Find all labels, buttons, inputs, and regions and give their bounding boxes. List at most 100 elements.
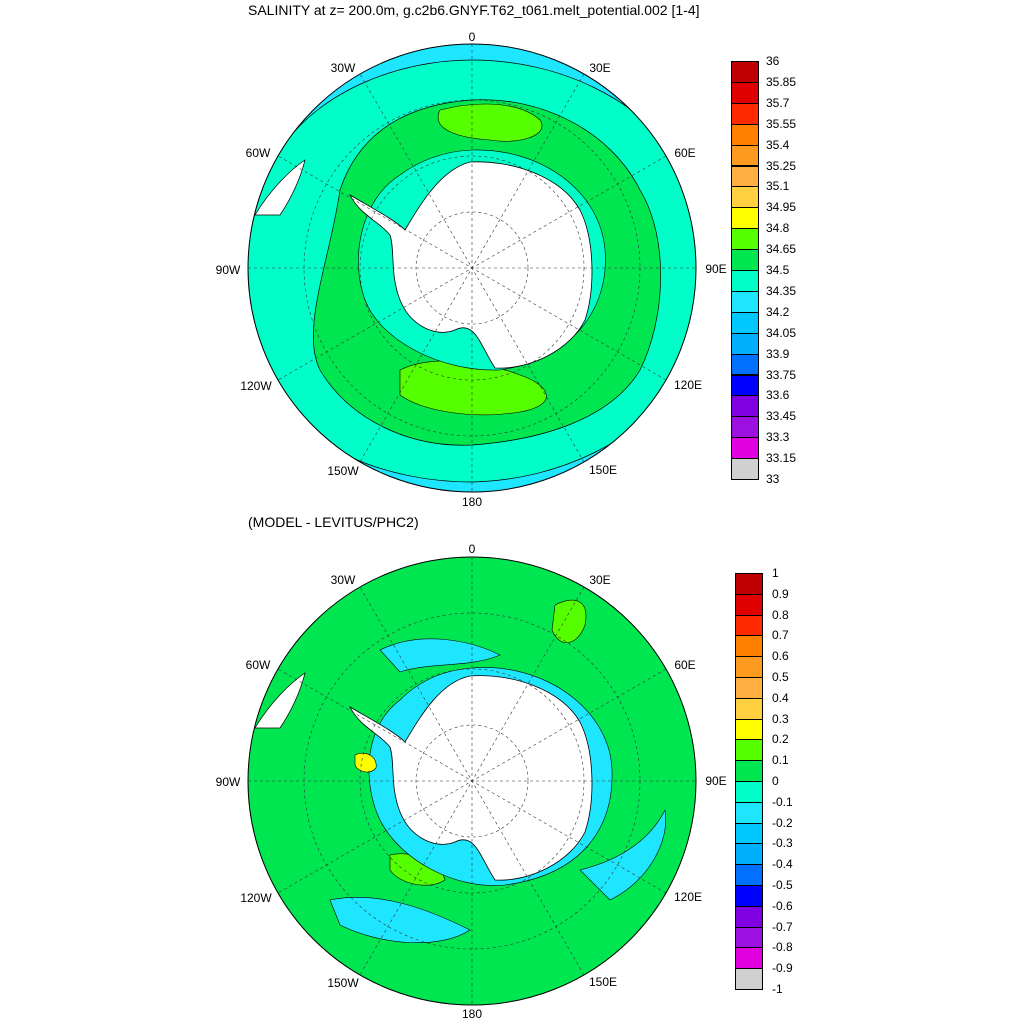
top-lon-label: 90E xyxy=(705,262,727,276)
top-lon-label: 180 xyxy=(461,495,483,509)
colorbar-label: 34.5 xyxy=(766,263,790,277)
colorbar-box xyxy=(735,781,763,803)
colorbar-label: 0.8 xyxy=(772,607,789,622)
bottom-lon-label: 120W xyxy=(240,891,272,905)
colorbar-label: 1 xyxy=(772,566,779,580)
colorbar-label: 0.9 xyxy=(772,586,789,601)
colorbar-label: 33.45 xyxy=(766,409,797,424)
bottom-lon-label: 120E xyxy=(673,890,703,904)
colorbar-box xyxy=(735,947,763,970)
bottom-lon-label: 0 xyxy=(468,542,476,556)
colorbar-box xyxy=(731,165,759,188)
colorbar-box xyxy=(735,905,763,928)
colorbar-box xyxy=(731,353,759,376)
colorbar-box xyxy=(731,395,759,418)
colorbar-label: -0.4 xyxy=(772,857,793,872)
top-lon-label: 120W xyxy=(240,379,272,393)
bottom-lon-label: 60W xyxy=(245,658,271,672)
top-lon-label: 90W xyxy=(215,263,241,277)
top-lon-label: 30E xyxy=(589,61,611,75)
colorbar-label: 0.1 xyxy=(772,753,789,768)
bottom-yellow-patch xyxy=(354,752,377,773)
colorbar-label: -0.2 xyxy=(772,815,793,830)
bottom-pos-patch-a xyxy=(551,600,587,643)
colorbar-box xyxy=(735,739,763,762)
top-lon-label: 120E xyxy=(673,378,703,392)
colorbar-box xyxy=(735,843,763,866)
colorbar-label: 34.95 xyxy=(766,200,797,215)
colorbar-label: -0.6 xyxy=(772,898,793,913)
bottom-graticule xyxy=(248,557,696,1005)
colorbar-label: 35.85 xyxy=(766,74,797,89)
colorbar-label: 0.2 xyxy=(772,732,789,747)
colorbar-box xyxy=(731,458,759,480)
colorbar-label: 0.5 xyxy=(772,670,789,684)
colorbar-box xyxy=(735,885,763,907)
top-lon-label: 60E xyxy=(674,146,696,160)
bottom-neg-patch-b xyxy=(329,897,471,944)
bottom-south-america xyxy=(254,672,306,729)
bottom-lon-label: 60E xyxy=(674,658,696,672)
top-graticule xyxy=(248,44,696,492)
colorbar-box xyxy=(731,311,759,334)
top-map-border xyxy=(247,43,697,493)
colorbar-label: 33 xyxy=(766,472,780,486)
colorbar-box xyxy=(731,228,759,251)
colorbar-label: 34.2 xyxy=(766,304,790,319)
colorbar-label: -0.9 xyxy=(772,961,793,976)
colorbar-box xyxy=(735,801,763,824)
colorbar-label: -1 xyxy=(772,982,783,996)
colorbar-label: 0 xyxy=(772,774,779,788)
colorbar-label: 35.55 xyxy=(766,116,797,131)
bottom-panel-title: (MODEL - LEVITUS/PHC2) xyxy=(248,514,419,530)
colorbar-label: -0.5 xyxy=(772,878,793,892)
colorbar-label: 33.15 xyxy=(766,451,797,466)
colorbar-box xyxy=(735,573,763,595)
colorbar-label: 35.25 xyxy=(766,158,797,173)
colorbar-box xyxy=(735,926,763,949)
bottom-map-border xyxy=(247,556,697,1006)
top-lon-label: 60W xyxy=(245,146,271,160)
colorbar-label: 33.75 xyxy=(766,367,797,382)
bottom-lon-label: 30W xyxy=(330,573,356,587)
colorbar-label: 34.65 xyxy=(766,242,797,257)
colorbar-label: 33.6 xyxy=(766,388,790,403)
bottom-antarctica xyxy=(349,675,593,881)
bottom-lon-label: 90W xyxy=(215,775,241,789)
colorbar-label: 0.7 xyxy=(772,628,789,643)
bottom-lon-label: 150E xyxy=(588,975,618,989)
colorbar-box xyxy=(731,416,759,439)
colorbar-box xyxy=(735,614,763,637)
bottom-neg-band xyxy=(379,638,501,673)
colorbar-box xyxy=(735,968,763,990)
top-south-america xyxy=(254,159,306,216)
colorbar-box xyxy=(735,593,763,616)
colorbar-box xyxy=(731,61,759,83)
colorbar-label: -0.8 xyxy=(772,940,793,955)
bottom-lon-label: 150W xyxy=(327,976,359,990)
colorbar-box xyxy=(731,123,759,146)
colorbar-label: 33.3 xyxy=(766,430,790,445)
colorbar-box xyxy=(731,186,759,209)
colorbar-box xyxy=(735,635,763,658)
colorbar-label: 36 xyxy=(766,54,780,68)
colorbar-box xyxy=(731,374,759,397)
colorbar-label: 0.3 xyxy=(772,711,789,726)
colorbar-label: 35.4 xyxy=(766,137,790,152)
colorbar-label: -0.7 xyxy=(772,919,793,934)
colorbar-box xyxy=(731,270,759,292)
colorbar-box xyxy=(731,290,759,313)
colorbar-label: 34.35 xyxy=(766,283,797,298)
colorbar-box xyxy=(731,249,759,271)
top-antarctica xyxy=(349,161,593,369)
bottom-lon-label: 30E xyxy=(589,573,611,587)
colorbar-box xyxy=(735,864,763,886)
colorbar-label: 34.05 xyxy=(766,325,797,340)
top-panel-title: SALINITY at z= 200.0m, g.c2b6.GNYF.T62_t… xyxy=(248,2,700,18)
colorbar-box xyxy=(731,332,759,355)
colorbar-label: -0.3 xyxy=(772,836,793,851)
bottom-neg-patch-a xyxy=(579,809,667,901)
top-lon-label: 150E xyxy=(588,463,618,477)
colorbar-box xyxy=(731,81,759,104)
